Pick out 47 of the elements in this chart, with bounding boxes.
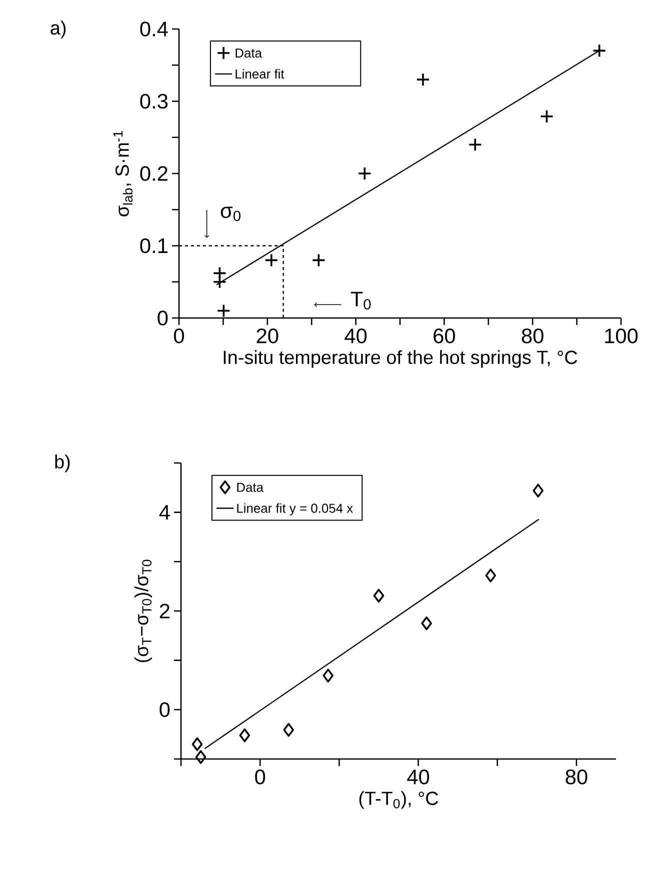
legend-label: Data (237, 482, 264, 492)
point (195, 750, 206, 764)
legend-label: Linear fit (236, 69, 284, 79)
annotation: T$_{0}$ (350, 292, 371, 310)
legend-label: Linear fit y = 0.054 x (237, 503, 353, 516)
y-tick-label: 2 (160, 604, 170, 618)
x-tick-label: 40 (407, 770, 430, 784)
point (358, 166, 372, 180)
x-axis-title: (T-T$_{0}$), °C (359, 791, 438, 809)
x-tick-label: 80 (566, 770, 588, 784)
y-tick-label: 0.4 (140, 22, 168, 36)
point (532, 484, 544, 498)
y-tick-label: 0.3 (140, 94, 168, 109)
y-tick-label: 0.1 (140, 238, 168, 254)
x-tick-label: 100 (605, 328, 638, 344)
point (192, 737, 203, 752)
point (239, 728, 250, 742)
point (468, 138, 482, 152)
y-tick-label: 0 (158, 310, 168, 326)
x-tick-label: 0 (255, 770, 266, 784)
point (283, 722, 294, 737)
point (421, 616, 432, 630)
x-tick-label: 0 (174, 328, 184, 344)
x-axis-title: In-situ temperature of the hot springs T, °C (224, 350, 578, 368)
x-tick-label: 60 (434, 328, 456, 344)
legend-label: Data (236, 48, 262, 58)
x-tick-label: 40 (344, 328, 367, 344)
point (216, 304, 231, 318)
point (264, 253, 278, 268)
point (485, 568, 496, 582)
x-tick-label: 20 (256, 328, 278, 344)
y-tick-label: 0 (160, 702, 170, 718)
y-axis-title: σ$_{lab}$, S·m$^{-1}$ (113, 130, 133, 216)
point (416, 72, 430, 86)
y-tick-label: 0.2 (140, 166, 168, 181)
point (212, 274, 227, 289)
point (373, 588, 384, 603)
y-axis-title: (σ$_{T}$−σ$_{T0}$)/σ$_{T0}$ (134, 560, 152, 662)
point (312, 253, 326, 268)
chart-title: b) (55, 454, 70, 472)
annotation: σ$_{0}$ (220, 206, 240, 222)
point (540, 110, 554, 124)
y-tick-label: 4 (159, 505, 170, 520)
point (592, 44, 606, 58)
chart-title: a) (50, 20, 66, 38)
x-tick-label: 80 (522, 328, 544, 344)
point (322, 668, 334, 683)
